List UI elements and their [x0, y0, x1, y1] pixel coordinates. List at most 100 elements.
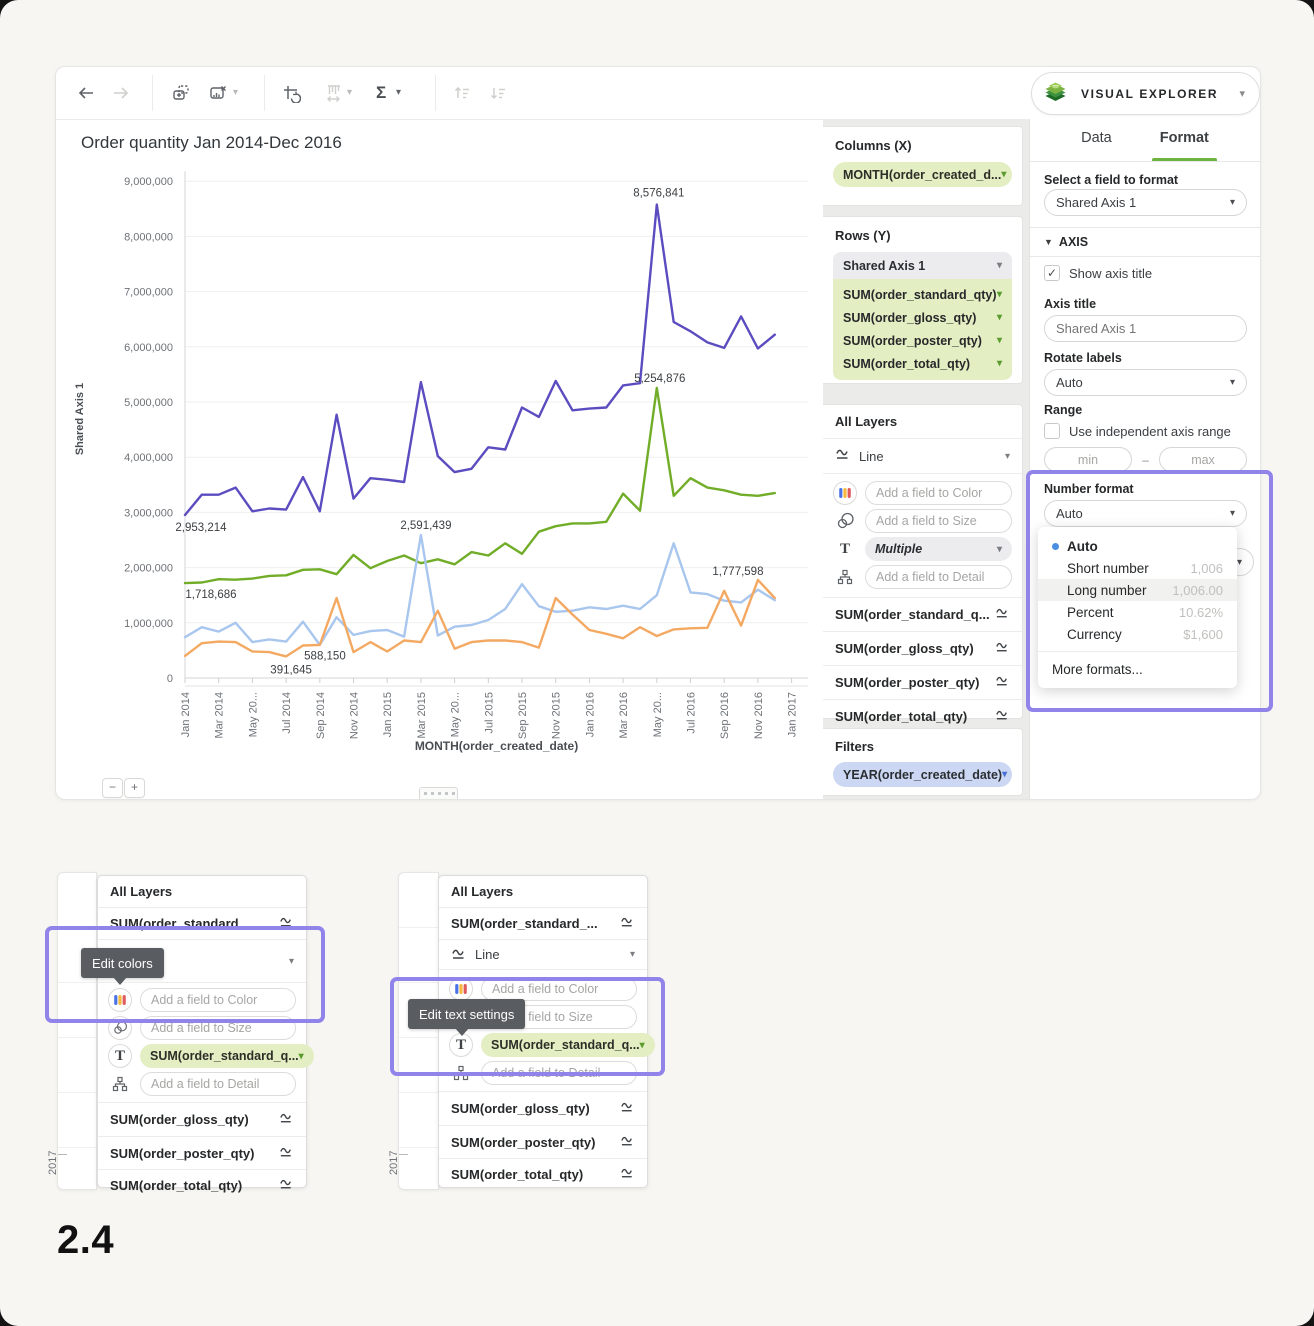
text-field-pill[interactable]: SUM(order_standard_q... ▾ [140, 1044, 314, 1068]
layer-measure-row[interactable]: SUM(order_gloss_qty) [98, 1102, 306, 1136]
detail-field-input[interactable] [865, 565, 1012, 589]
aggregate-dropdown-icon[interactable]: ▾ [396, 87, 402, 98]
chevron-down-icon: ▾ [1237, 556, 1243, 568]
sort-descending-icon[interactable] [488, 83, 508, 103]
axis-title-input[interactable] [1044, 315, 1247, 342]
size-icon[interactable] [108, 1016, 132, 1040]
rows-field-pill[interactable]: SUM(order_poster_qty) ▾ [833, 329, 1012, 352]
rows-field-pill[interactable]: SUM(order_standard_qty) ▾ [833, 283, 1012, 306]
swap-axes-icon[interactable] [281, 83, 302, 104]
text-field-label: SUM(order_standard_q... [150, 1049, 299, 1063]
svg-text:Sep 2014: Sep 2014 [315, 692, 327, 739]
color-field-input[interactable] [865, 481, 1012, 505]
rows-field-pill[interactable]: SUM(order_total_qty) ▾ [833, 352, 1012, 375]
text-field-row: T SUM(order_standard_q... ▾ [439, 1031, 655, 1059]
menu-item-auto[interactable]: Auto [1038, 535, 1237, 557]
shared-axis-pill[interactable]: Shared Axis 1 ▾ [833, 252, 1012, 279]
tooltip-arrow [455, 1028, 469, 1036]
duplicate-chart-icon[interactable] [171, 83, 191, 103]
color-icon[interactable] [833, 481, 857, 505]
menu-item-percent[interactable]: Percent 10.62% [1038, 601, 1237, 623]
bar-width-icon[interactable] [324, 83, 344, 103]
text-field-pill[interactable]: SUM(order_standard_q... ▾ [481, 1033, 655, 1057]
field-chevron-icon[interactable]: ▾ [996, 335, 1002, 346]
tab-data[interactable]: Data [1081, 130, 1112, 146]
field-chevron-icon[interactable]: ▾ [1002, 769, 1008, 780]
svg-text:2,000,000: 2,000,000 [124, 563, 173, 575]
checkbox-unchecked-icon[interactable] [1044, 423, 1060, 439]
size-icon[interactable] [833, 511, 857, 531]
layer-measure-row[interactable]: SUM(order_total_qty) [823, 699, 1022, 733]
detail-icon[interactable] [449, 1065, 473, 1081]
bar-width-dropdown-icon[interactable]: ▾ [347, 87, 353, 98]
text-field-pill[interactable]: Multiple ▾ [865, 537, 1012, 561]
measure-label: SUM(order_standard_q... [835, 607, 990, 622]
field-chevron-icon[interactable]: ▾ [639, 1039, 645, 1051]
aggregate-sigma-icon[interactable]: Σ [376, 83, 387, 102]
clear-chart-dropdown-icon[interactable]: ▾ [233, 87, 239, 98]
layer-measure-row[interactable]: SUM(order_poster_qty) [823, 665, 1022, 699]
color-field-input[interactable] [140, 988, 296, 1012]
color-icon[interactable] [108, 988, 132, 1012]
filter-field-pill[interactable]: YEAR(order_created_date) ▾ [833, 762, 1012, 787]
columns-field-pill[interactable]: MONTH(order_created_d... ▾ [833, 162, 1012, 187]
field-chevron-icon[interactable]: ▾ [996, 312, 1002, 323]
layer-measure-row[interactable]: SUM(order_standard_q... [823, 598, 1022, 631]
chart-type-select[interactable]: Line ▾ [823, 439, 1022, 474]
clear-chart-icon[interactable] [208, 83, 228, 103]
tab-format[interactable]: Format [1151, 119, 1217, 161]
field-chevron-icon[interactable]: ▾ [996, 358, 1002, 369]
visual-explorer-menu[interactable]: VISUAL EXPLORER ▾ [1031, 72, 1260, 115]
forward-arrow-icon[interactable] [111, 83, 131, 103]
zoom-out-button[interactable]: − [102, 778, 123, 798]
text-icon[interactable]: T [108, 1044, 132, 1068]
layer-measure-row[interactable]: SUM(order_total_qty) [98, 1169, 306, 1201]
layer-measure-row[interactable]: SUM(order_gloss_qty) [823, 631, 1022, 665]
field-chevron-icon[interactable]: ▾ [996, 260, 1002, 271]
detail-icon[interactable] [108, 1076, 132, 1092]
format-field-select[interactable]: Shared Axis 1 ▾ [1044, 189, 1247, 216]
layer-measure-row[interactable]: SUM(order_standard_... [98, 908, 306, 940]
detail-icon[interactable] [833, 569, 857, 585]
menu-item-more-formats[interactable]: More formats... [1038, 651, 1237, 682]
zoom-in-button[interactable]: + [124, 778, 145, 798]
size-field-input[interactable] [140, 1016, 296, 1040]
field-chevron-icon[interactable]: ▾ [298, 1050, 304, 1062]
checkbox-checked-icon[interactable]: ✓ [1044, 265, 1060, 281]
app-window: ▾ ▾ Σ ▾ VISUAL EXPLORER ▾ Order quantit [55, 66, 1261, 800]
chart-type-select[interactable]: Line ▾ [439, 940, 647, 970]
layer-measure-row[interactable]: SUM(order_total_qty) [439, 1158, 647, 1190]
rows-field-pill[interactable]: SUM(order_gloss_qty) ▾ [833, 306, 1012, 329]
number-format-menu: Auto Short number 1,006 Long number 1,00… [1038, 527, 1237, 688]
back-arrow-icon[interactable] [76, 83, 96, 103]
number-format-select[interactable]: Auto ▾ [1044, 500, 1247, 527]
detail-field-input[interactable] [140, 1072, 296, 1096]
svg-text:8,576,841: 8,576,841 [633, 188, 684, 200]
range-max-input[interactable] [1159, 447, 1247, 472]
field-chevron-icon[interactable]: ▾ [996, 543, 1002, 555]
measure-label: SUM(order_gloss_qty) [835, 641, 974, 656]
sort-ascending-icon[interactable] [452, 83, 472, 103]
layer-measure-row[interactable]: SUM(order_gloss_qty) [439, 1091, 647, 1125]
menu-item-currency[interactable]: Currency $1,600 [1038, 623, 1237, 645]
rotate-labels-select[interactable]: Auto ▾ [1044, 369, 1247, 396]
text-icon[interactable]: T [449, 1033, 473, 1057]
menu-item-long-number[interactable]: Long number 1,006.00 [1038, 579, 1237, 601]
detail-field-input[interactable] [481, 1061, 637, 1085]
color-icon[interactable] [449, 977, 473, 1001]
layer-measure-row[interactable]: SUM(order_standard_... [439, 908, 647, 940]
range-min-input[interactable] [1044, 447, 1132, 472]
axis-section-header[interactable]: ▼ AXIS [1030, 227, 1260, 257]
layer-measure-row[interactable]: SUM(order_poster_qty) [98, 1136, 306, 1169]
color-field-input[interactable] [481, 977, 637, 1001]
panel-drag-handle[interactable] [419, 787, 458, 799]
svg-text:Jan 2016: Jan 2016 [584, 692, 596, 737]
text-icon[interactable]: T [839, 540, 850, 557]
field-chevron-icon[interactable]: ▾ [996, 289, 1002, 300]
layer-measure-row[interactable]: SUM(order_poster_qty) [439, 1125, 647, 1158]
menu-item-short-number[interactable]: Short number 1,006 [1038, 557, 1237, 579]
chart-type-select[interactable]: ▾ [98, 940, 306, 983]
svg-text:Jan 2014: Jan 2014 [180, 692, 192, 737]
field-chevron-icon[interactable]: ▾ [1001, 169, 1007, 180]
size-field-input[interactable] [865, 509, 1012, 533]
